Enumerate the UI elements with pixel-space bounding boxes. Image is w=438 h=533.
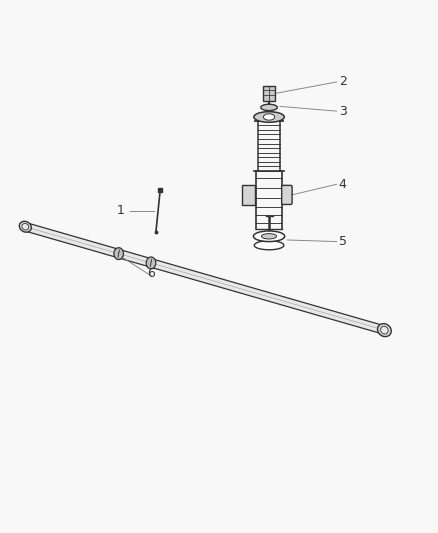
Ellipse shape xyxy=(146,257,156,269)
Ellipse shape xyxy=(378,324,391,337)
Ellipse shape xyxy=(381,326,388,334)
Text: 1: 1 xyxy=(117,204,125,217)
Text: 5: 5 xyxy=(339,235,347,248)
Text: 3: 3 xyxy=(339,104,346,118)
Text: 6: 6 xyxy=(148,267,155,280)
Ellipse shape xyxy=(19,221,32,232)
Ellipse shape xyxy=(261,104,277,111)
Ellipse shape xyxy=(263,114,275,120)
Ellipse shape xyxy=(253,231,285,241)
Text: 2: 2 xyxy=(339,76,346,88)
FancyBboxPatch shape xyxy=(263,86,275,101)
Ellipse shape xyxy=(261,233,277,239)
Ellipse shape xyxy=(114,248,124,260)
Ellipse shape xyxy=(22,223,29,230)
Ellipse shape xyxy=(254,112,284,122)
Text: 4: 4 xyxy=(339,178,346,191)
Ellipse shape xyxy=(254,241,284,250)
FancyBboxPatch shape xyxy=(282,185,292,205)
FancyBboxPatch shape xyxy=(242,185,255,205)
Polygon shape xyxy=(25,223,385,334)
